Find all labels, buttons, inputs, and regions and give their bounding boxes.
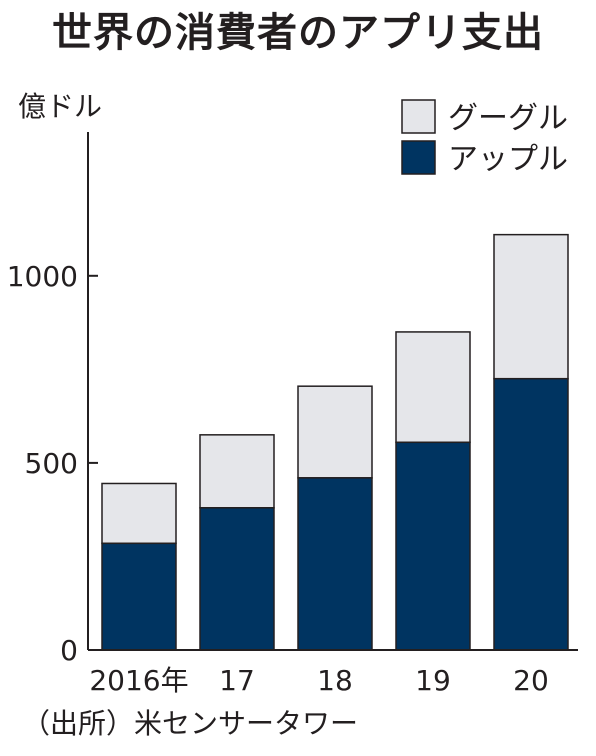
bar-apple-2 (297, 477, 373, 651)
bar-google-2 (297, 385, 373, 479)
bar-google-1 (199, 434, 275, 509)
x-tick-label-0: 2016年 (89, 664, 188, 697)
y-tick-label-1: 500 (25, 447, 78, 480)
legend-label-1: アップル (448, 142, 568, 177)
y-tick-labels: 0 500 1000 (7, 260, 98, 667)
chart-title: 世界の消費者のアプリ支出 (52, 10, 544, 56)
x-tick-label-1: 17 (219, 664, 255, 697)
y-tick-label-0: 0 (60, 634, 78, 667)
bar-apple-0 (101, 542, 177, 651)
bar-google-4 (493, 233, 569, 380)
legend-label-0: グーグル (448, 101, 568, 136)
x-tick-label-3: 19 (415, 664, 451, 697)
x-tick-labels: 2016年 17 18 19 20 (89, 664, 548, 697)
x-tick-label-4: 20 (513, 664, 549, 697)
bar-google-3 (395, 331, 471, 444)
legend-swatch-1 (401, 140, 436, 175)
bar-apple-3 (395, 441, 471, 651)
axes-group (87, 132, 578, 651)
bar-google-0 (101, 482, 177, 545)
legend-swatch-0 (401, 99, 436, 134)
y-axis-unit-label: 億ドル (18, 90, 102, 123)
source-note: （出所）米センサータワー (22, 707, 359, 740)
bar-apple-1 (199, 507, 275, 651)
y-tick-label-2: 1000 (7, 260, 78, 293)
x-tick-label-2: 18 (317, 664, 353, 697)
bar-apple-4 (493, 377, 569, 651)
bars-group (101, 233, 569, 651)
